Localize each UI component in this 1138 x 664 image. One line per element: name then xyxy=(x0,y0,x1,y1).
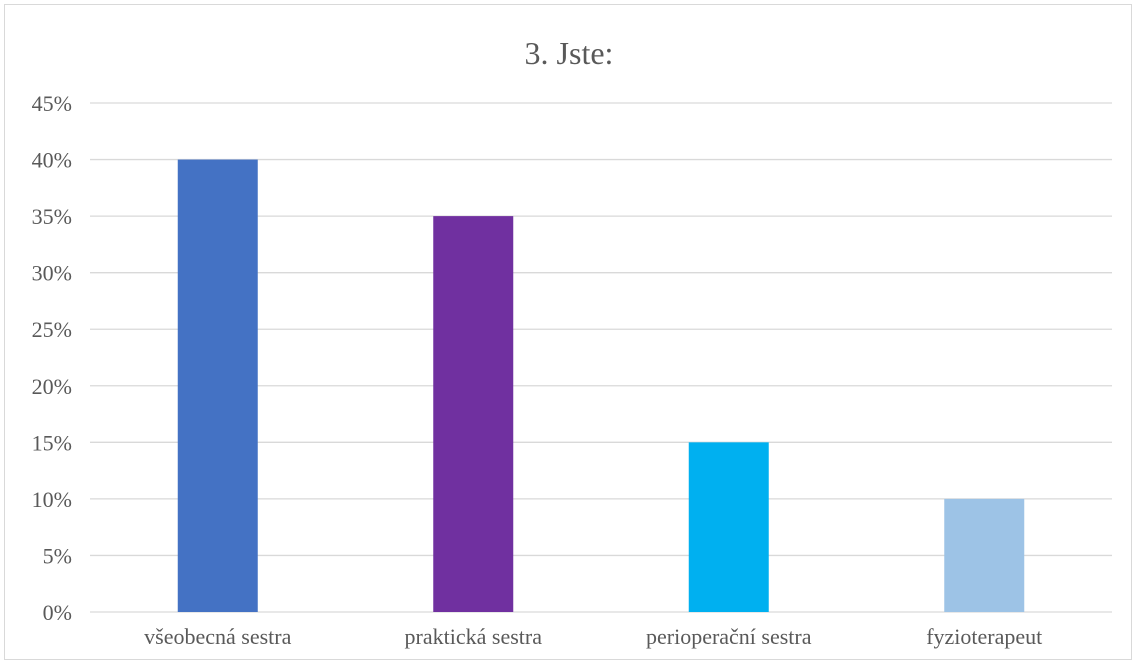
x-tick-label: praktická sestra xyxy=(405,624,543,649)
bar xyxy=(688,442,769,612)
bar xyxy=(177,159,258,613)
y-tick-label: 15% xyxy=(32,430,72,455)
y-tick-label: 5% xyxy=(43,543,72,568)
y-tick-label: 30% xyxy=(32,261,72,286)
y-tick-label: 25% xyxy=(32,317,72,342)
x-tick-label: všeobecná sestra xyxy=(144,624,291,649)
y-tick-label: 40% xyxy=(32,148,72,173)
chart-title: 3. Jste: xyxy=(524,35,614,71)
y-tick-label: 35% xyxy=(32,204,72,229)
x-tick-label: fyzioterapeut xyxy=(926,624,1042,649)
y-tick-label: 10% xyxy=(32,487,72,512)
y-tick-label: 0% xyxy=(43,600,72,625)
bar xyxy=(944,498,1025,612)
y-tick-label: 20% xyxy=(32,374,72,399)
bar xyxy=(433,216,514,612)
y-tick-label: 45% xyxy=(32,91,72,116)
x-tick-label: perioperační sestra xyxy=(646,624,812,649)
